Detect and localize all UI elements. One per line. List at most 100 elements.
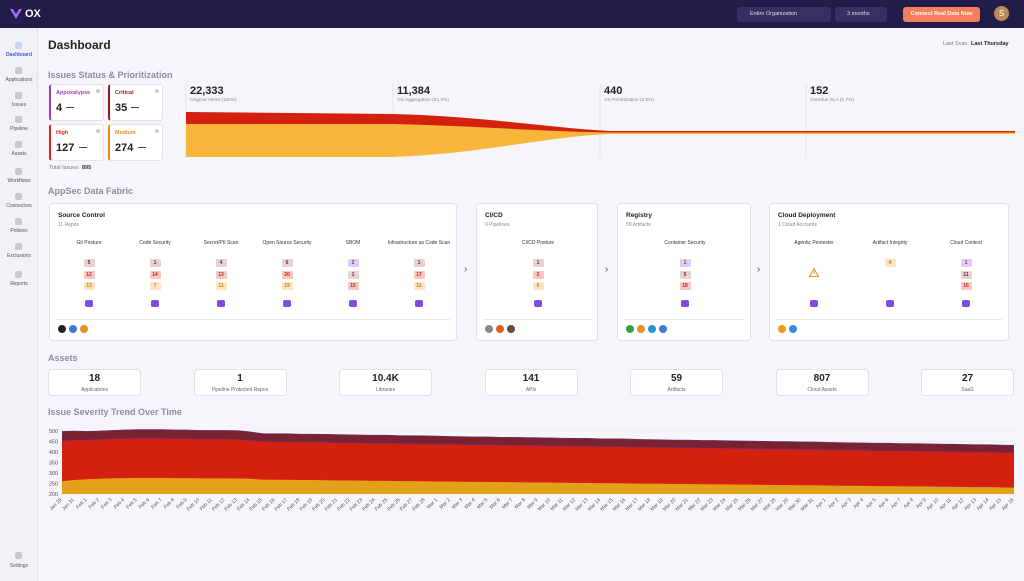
nav-icon xyxy=(15,92,22,99)
asset-label: Applications xyxy=(81,387,108,393)
nav-item[interactable]: Settings xyxy=(9,563,29,569)
asset-label: Artifacts xyxy=(667,387,686,393)
severity-cell: 20 xyxy=(281,270,293,279)
asset-value: 10.4K xyxy=(372,373,399,384)
severity-card[interactable]: Medium 274 xyxy=(108,124,163,161)
x-tick-label: Apr 7 xyxy=(890,497,903,510)
severity-cell: 7 xyxy=(149,282,161,290)
nav-icon xyxy=(15,552,22,559)
tool-icon xyxy=(69,325,77,333)
chevron: › xyxy=(605,264,609,275)
tool-icon xyxy=(648,325,656,333)
severity-card[interactable]: Critical 35 xyxy=(108,84,163,121)
severity-cell: 19 xyxy=(281,282,293,290)
y-tick-label: 250 xyxy=(49,482,58,488)
y-tick-label: 350 xyxy=(49,461,58,467)
section-title: Assets xyxy=(48,353,78,363)
tool-icon xyxy=(789,325,797,333)
panel-subtitle: 11 Repos xyxy=(58,222,80,228)
asset-card[interactable]: 807 Cloud Assets xyxy=(775,369,869,396)
tool-icon xyxy=(626,325,634,333)
nav-item[interactable]: Applications xyxy=(5,77,33,83)
asset-label: APIs xyxy=(525,387,537,393)
nav-item[interactable]: Pipeline xyxy=(10,126,28,132)
severity-cell: 14 xyxy=(149,270,161,279)
x-tick-label: Feb 5 xyxy=(125,497,138,510)
last-scan-label: Last Scan: xyxy=(943,41,969,47)
severity-cell: 1 xyxy=(532,259,544,267)
asset-value: 1 xyxy=(237,373,243,384)
severity-card[interactable]: Appoxalypse 4 xyxy=(49,84,104,121)
severity-cell: 13 xyxy=(83,282,95,290)
avatar[interactable]: S xyxy=(994,6,1009,21)
x-tick-label: Apr 15 xyxy=(988,497,1003,512)
cta-button[interactable]: Connect Real Data Now xyxy=(903,7,980,22)
severity-cell: 11 xyxy=(215,282,227,290)
asset-card[interactable]: 18 Applications xyxy=(48,369,141,396)
panel-subtitle: 1 Cloud Accounts xyxy=(778,222,817,228)
nav-item[interactable]: Assets xyxy=(11,151,27,157)
fabric-panel[interactable]: Cloud Deployment 1 Cloud Accounts Agentic … xyxy=(769,203,1009,341)
x-tick-label: Feb 10 xyxy=(186,497,201,512)
severity-cell: 1 xyxy=(679,259,691,267)
x-tick-label: Apr 5 xyxy=(865,497,878,510)
nav-item[interactable]: Exclusions xyxy=(7,253,31,259)
period-selector[interactable]: 3 months xyxy=(835,7,887,22)
x-tick-label: Apr 13 xyxy=(963,497,978,512)
chart-title: Issue Severity Trend Over Time xyxy=(48,407,182,417)
column-name: Cloud Context xyxy=(950,240,982,246)
nav-item[interactable]: Dashboard xyxy=(5,52,33,58)
nav-item[interactable]: Policies xyxy=(10,228,28,234)
column-name: Artifact Integrity xyxy=(872,240,908,246)
asset-card[interactable]: 141 APIs xyxy=(484,369,578,396)
asset-card[interactable]: 59 Artifacts xyxy=(630,369,723,396)
warning-icon xyxy=(809,268,819,277)
severity-name: Critical xyxy=(115,90,134,96)
nav-item[interactable]: Connectors xyxy=(6,203,32,209)
nav-item[interactable]: Reports xyxy=(10,281,28,287)
column-name: Infrastructure as Code Scan xyxy=(387,240,451,246)
asset-card[interactable]: 10.4K Libraries xyxy=(339,369,432,396)
x-tick-label: Feb 28 xyxy=(411,497,426,512)
page-title: Dashboard xyxy=(48,38,111,52)
nav-icon xyxy=(15,193,22,200)
column-name: Agentic Pentester xyxy=(794,240,834,246)
close-icon xyxy=(96,129,100,133)
severity-cell: 5 xyxy=(83,259,95,267)
nav-icon xyxy=(15,116,22,123)
panel-title: Source Control xyxy=(58,212,105,219)
severity-card[interactable]: High 127 xyxy=(49,124,104,161)
close-icon xyxy=(155,89,159,93)
chevron: › xyxy=(464,264,468,275)
severity-cell: 4 xyxy=(884,259,896,267)
x-tick-label: Mar 6 xyxy=(489,497,502,510)
funnel-label: Overdue SLA (0.7%) xyxy=(810,98,854,103)
fabric-panel[interactable]: Source Control 11 Repos Git Posture 5 12 13 Co… xyxy=(49,203,457,341)
funnel xyxy=(185,84,1015,158)
asset-value: 59 xyxy=(670,373,683,384)
asset-value: 27 xyxy=(961,373,974,384)
x-tick-label: Apr 3 xyxy=(840,497,853,510)
x-tick-label: Feb 4 xyxy=(113,497,126,510)
x-tick-label: Feb 3 xyxy=(100,497,113,510)
tool-icon xyxy=(58,325,66,333)
severity-cell: 5 xyxy=(679,270,691,279)
scanner-icon xyxy=(415,300,423,307)
x-tick-label: Mar 1 xyxy=(426,497,439,510)
y-tick-label: 400 xyxy=(49,450,58,456)
org-selector[interactable]: Entire Organization xyxy=(737,7,831,22)
tool-icon xyxy=(507,325,515,333)
severity-name: Appoxalypse xyxy=(56,90,91,96)
close-icon xyxy=(96,89,100,93)
tool-icon xyxy=(496,325,504,333)
divider xyxy=(624,319,744,320)
asset-value: 18 xyxy=(88,373,101,384)
asset-card[interactable]: 1 Pipeline Protected Repos xyxy=(193,369,287,396)
fabric-panel[interactable]: CI/CD 9 Pipelines CI/CD Posture 1 2 6 xyxy=(476,203,598,341)
nav-icon xyxy=(15,271,22,278)
nav-item[interactable]: Issues xyxy=(11,102,27,108)
x-tick-label: Apr 4 xyxy=(852,497,865,510)
nav-item[interactable]: Workflows xyxy=(7,178,31,184)
fabric-panel[interactable]: Registry 59 Artifacts Container Security 1 5… xyxy=(617,203,751,341)
asset-card[interactable]: 27 SaaS xyxy=(921,369,1014,396)
